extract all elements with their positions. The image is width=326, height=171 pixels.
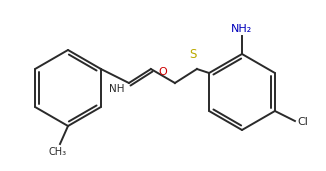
Text: S: S [189,48,197,61]
Text: CH₃: CH₃ [49,147,67,157]
Text: NH: NH [109,84,125,94]
Text: NH₂: NH₂ [231,24,253,34]
Text: O: O [158,67,167,77]
Text: Cl: Cl [297,117,308,127]
